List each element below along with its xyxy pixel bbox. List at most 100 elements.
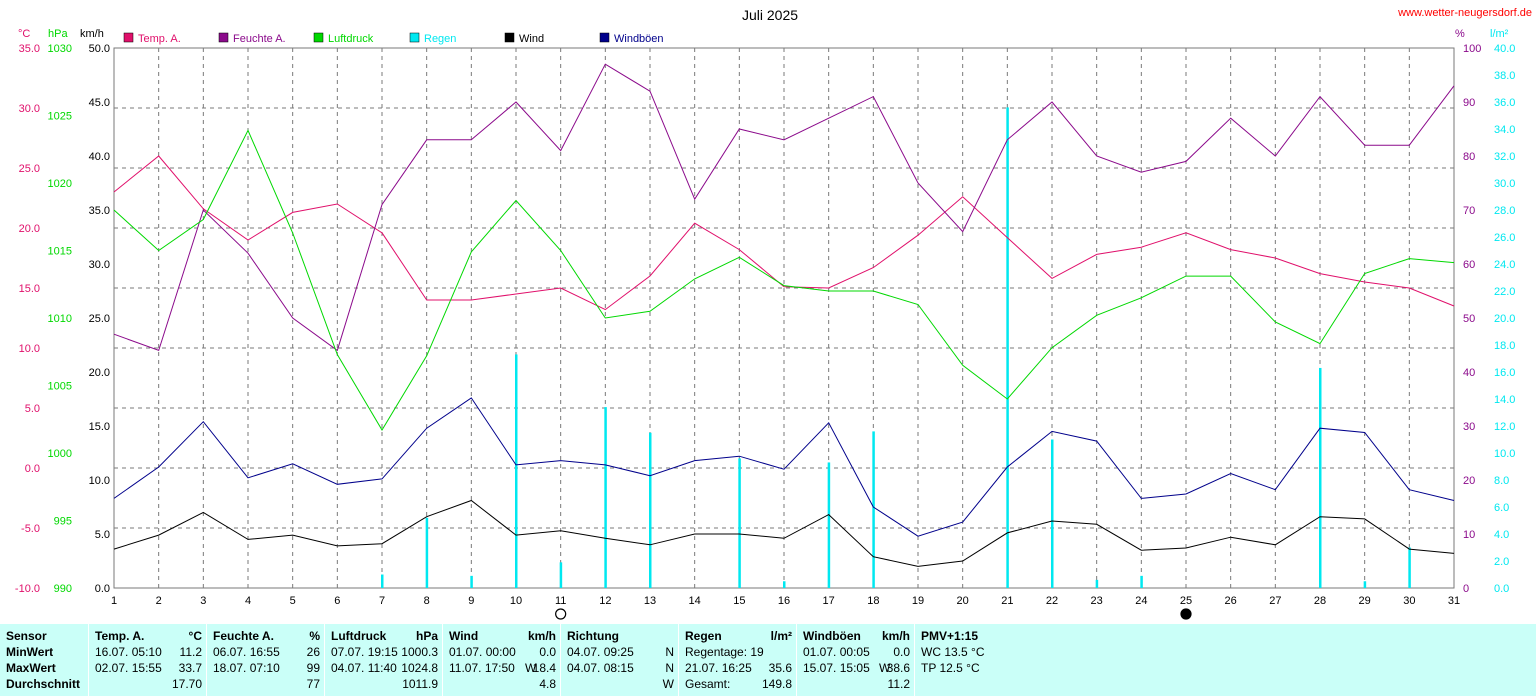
max-value: 33.7 [178, 661, 202, 675]
temp-legend-swatch [123, 32, 134, 43]
x-tick-label: 1 [111, 595, 117, 607]
press-axis-unit: hPa [48, 28, 68, 40]
max-value: 35.6 [768, 661, 792, 675]
min-value: 0.0 [539, 645, 556, 659]
row-label: MinWert [6, 645, 54, 659]
press-tick-label: 1015 [48, 246, 72, 258]
temp-tick-label: 15.0 [19, 283, 40, 295]
min-time: 00:00 [485, 645, 516, 659]
rain-bar [827, 462, 831, 588]
rain-bar [872, 431, 875, 588]
rain-axis-unit: l/m² [1490, 28, 1509, 40]
hum-tick-label: 80 [1463, 151, 1475, 163]
section-header: Feuchte A. [213, 629, 274, 643]
temp-tick-label: 0.0 [25, 463, 40, 475]
wind-tick-label: 40.0 [89, 151, 110, 163]
gust-series-line [113, 397, 1455, 537]
rain-bar [1095, 579, 1099, 588]
avg-value: 1011.9 [402, 677, 438, 691]
max-date: 18.07. [213, 661, 247, 675]
x-tick-label: 17 [823, 595, 835, 607]
section-unit: km/h [881, 629, 910, 643]
row-labels-cell: Sensor MinWert MaxWert Durchschnitt [0, 624, 88, 696]
hum-tick-label: 30 [1463, 421, 1475, 433]
rain-tick-label: 30.0 [1494, 178, 1515, 190]
max-date: 04.07. [567, 661, 601, 675]
wind-axis-unit: km/h [80, 28, 104, 40]
max-value: N [665, 661, 674, 675]
min-value: 0.0 [893, 645, 910, 659]
x-tick-label: 15 [733, 595, 745, 607]
max-time: 11:40 [367, 661, 397, 675]
temp-tick-label: 25.0 [19, 163, 40, 175]
rain-tick-label: 20.0 [1494, 313, 1515, 325]
x-tick-label: 24 [1135, 595, 1147, 607]
rain-bar [425, 517, 429, 588]
x-tick-label: 26 [1225, 595, 1237, 607]
rain-bar [381, 574, 384, 588]
max-value: 1024.8 [401, 661, 438, 675]
section-unit: l/m² [770, 629, 792, 643]
rain-tick-label: 40.0 [1494, 43, 1515, 55]
hum-tick-label: 0 [1463, 583, 1469, 595]
rain-tick-label: 4.0 [1494, 529, 1509, 541]
rain-tick-label: 24.0 [1494, 259, 1515, 271]
hum-axis-unit: % [1455, 28, 1465, 40]
hum-tick-label: 90 [1463, 97, 1475, 109]
row-label: MaxWert [6, 661, 56, 675]
wind-tick-label: 15.0 [89, 421, 110, 433]
press-tick-label: 1025 [48, 111, 72, 123]
avg-value: 17.70 [171, 677, 202, 691]
wind-chill-value: WC 13.5 °C [921, 645, 985, 659]
rain-bar [1051, 439, 1054, 588]
x-tick-label: 14 [689, 595, 701, 607]
website-label: www.wetter-neugersdorf.de [1397, 7, 1532, 19]
hum-legend-label: Feuchte A. [233, 33, 286, 45]
wind-tick-label: 25.0 [89, 313, 110, 325]
min-date: 07.07. [331, 645, 365, 659]
x-tick-label: 22 [1046, 595, 1058, 607]
avg-value: 11.2 [887, 677, 910, 691]
wind-section: Wind km/h 01.07. 00:00 0.0 11.07. 17:50 W 18… [442, 624, 560, 696]
max-date: 15.07. [803, 661, 837, 675]
statistics-table: Sensor MinWert MaxWert Durchschnitt Temp… [0, 624, 1536, 696]
section-unit: °C [188, 629, 202, 643]
max-value: 18.4 [532, 661, 556, 675]
wind-tick-label: 30.0 [89, 259, 110, 271]
min-date: 16.07. [95, 645, 129, 659]
x-tick-label: 16 [778, 595, 790, 607]
press-tick-label: 1030 [48, 43, 72, 55]
max-time: 08:15 [603, 661, 634, 675]
x-tick-label: 12 [599, 595, 611, 607]
min-time: 05:10 [131, 645, 162, 659]
rain-tick-label: 12.0 [1494, 421, 1515, 433]
press-legend-swatch [313, 32, 324, 43]
rain-tick-label: 38.0 [1494, 70, 1515, 82]
temp-axis-unit: °C [18, 28, 30, 40]
press-tick-label: 1010 [48, 313, 72, 325]
min-time: 19:15 [367, 645, 398, 659]
avg-value: 77 [306, 677, 320, 691]
temp-tick-label: -10.0 [15, 583, 40, 595]
max-date: 21.07. [685, 661, 719, 675]
pmv-section: PMV+1:15 WC 13.5 °C TP 12.5 °C [914, 624, 1024, 696]
wind-legend-label: Wind [519, 33, 544, 45]
rain-legend-label: Regen [424, 33, 456, 45]
gust-legend-label: Windböen [614, 33, 664, 45]
min-date: 04.07. [567, 645, 601, 659]
x-tick-label: 7 [379, 595, 385, 607]
rain-tick-label: 32.0 [1494, 151, 1515, 163]
press-tick-label: 1005 [48, 381, 72, 393]
x-tick-label: 31 [1448, 595, 1460, 607]
press-legend-label: Luftdruck [328, 33, 374, 45]
max-time: 15:55 [131, 661, 162, 675]
rain-tick-label: 10.0 [1494, 448, 1515, 460]
direction-section: Richtung 04.07. 09:25 N 04.07. 08:15 N W [560, 624, 678, 696]
rain-bar [604, 407, 607, 588]
max-date: 02.07. [95, 661, 129, 675]
moon-phases [555, 608, 1192, 620]
press-tick-label: 995 [54, 516, 72, 528]
x-tick-label: 10 [510, 595, 522, 607]
max-direction: W [879, 661, 891, 675]
press-tick-label: 1000 [48, 448, 72, 460]
